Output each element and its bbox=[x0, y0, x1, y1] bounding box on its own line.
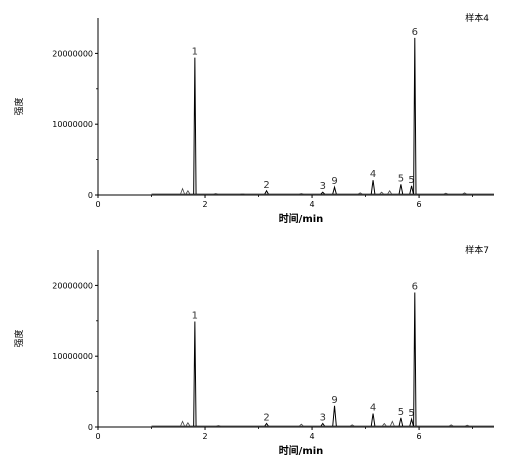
minor-peak-mark bbox=[462, 192, 467, 195]
minor-peak-mark bbox=[349, 424, 355, 427]
minor-peak-mark bbox=[465, 424, 470, 427]
minor-peak-mark bbox=[387, 189, 392, 195]
x-tick-label: 0 bbox=[95, 432, 100, 441]
x-axis-title: 时间/min bbox=[279, 212, 324, 225]
peak-label: 5 bbox=[398, 173, 404, 184]
peak-label: 6 bbox=[412, 281, 418, 292]
x-tick-label: 6 bbox=[417, 200, 422, 209]
peak-label: 4 bbox=[370, 403, 376, 414]
peak-5-mark bbox=[409, 417, 414, 427]
y-tick-label: 20000000 bbox=[52, 281, 93, 290]
peak-9-mark bbox=[332, 185, 337, 195]
x-tick-label: 2 bbox=[202, 432, 207, 441]
peak-label: 2 bbox=[263, 412, 269, 423]
minor-peak-mark bbox=[185, 421, 191, 427]
peak-label: 5 bbox=[408, 408, 414, 419]
peak-3-mark bbox=[320, 191, 325, 195]
y-tick-label: 10000000 bbox=[52, 352, 93, 361]
peak-label: 9 bbox=[331, 176, 337, 187]
peak-label: 3 bbox=[320, 181, 326, 192]
sample-label: 样本7 bbox=[465, 244, 489, 256]
x-tick-label: 6 bbox=[417, 432, 422, 441]
sample-label: 样本4 bbox=[465, 12, 489, 24]
y-tick-label: 20000000 bbox=[52, 49, 93, 58]
peak-6-mark bbox=[413, 292, 417, 427]
y-tick-label: 0 bbox=[88, 423, 93, 432]
peak-label: 6 bbox=[412, 27, 418, 38]
minor-peak-mark bbox=[389, 420, 395, 427]
peak-label: 3 bbox=[320, 412, 326, 423]
peak-label: 1 bbox=[192, 311, 198, 322]
minor-peak-mark bbox=[381, 422, 387, 427]
x-tick-label: 2 bbox=[202, 200, 207, 209]
peak-5-mark bbox=[398, 417, 404, 427]
minor-peak-mark bbox=[185, 189, 191, 195]
peak-label: 2 bbox=[263, 180, 269, 191]
minor-peak-mark bbox=[180, 420, 185, 427]
y-tick-label: 10000000 bbox=[52, 120, 93, 129]
x-tick-label: 0 bbox=[95, 200, 100, 209]
peak-1-mark bbox=[193, 57, 197, 195]
minor-peak-mark bbox=[299, 423, 304, 427]
peak-label: 4 bbox=[370, 169, 376, 180]
minor-peak-mark bbox=[180, 187, 185, 195]
peak-label: 5 bbox=[398, 407, 404, 418]
y-axis-title: 强度 bbox=[13, 329, 25, 347]
peak-label: 5 bbox=[408, 175, 414, 186]
peak-4-mark bbox=[370, 180, 376, 195]
peak-5-mark bbox=[398, 184, 404, 195]
peak-6-mark bbox=[413, 37, 417, 195]
minor-peak-mark bbox=[443, 192, 448, 195]
peak-1-mark bbox=[193, 321, 197, 427]
minor-peak-mark bbox=[448, 424, 454, 427]
y-tick-label: 0 bbox=[88, 191, 93, 200]
peak-2-mark bbox=[264, 422, 269, 427]
peak-4-mark bbox=[370, 413, 376, 427]
x-tick-label: 4 bbox=[310, 432, 315, 441]
x-axis-title: 时间/min bbox=[279, 444, 324, 457]
peak-5-mark bbox=[409, 185, 414, 195]
peak-3-mark bbox=[320, 422, 325, 427]
y-axis-title: 强度 bbox=[13, 97, 25, 115]
peak-label: 1 bbox=[192, 47, 198, 58]
peak-9-mark bbox=[332, 405, 337, 427]
minor-peak-mark bbox=[358, 192, 363, 195]
peak-label: 9 bbox=[331, 395, 337, 406]
minor-peak-mark bbox=[379, 191, 384, 195]
peak-2-mark bbox=[264, 189, 269, 195]
x-tick-label: 4 bbox=[310, 200, 315, 209]
